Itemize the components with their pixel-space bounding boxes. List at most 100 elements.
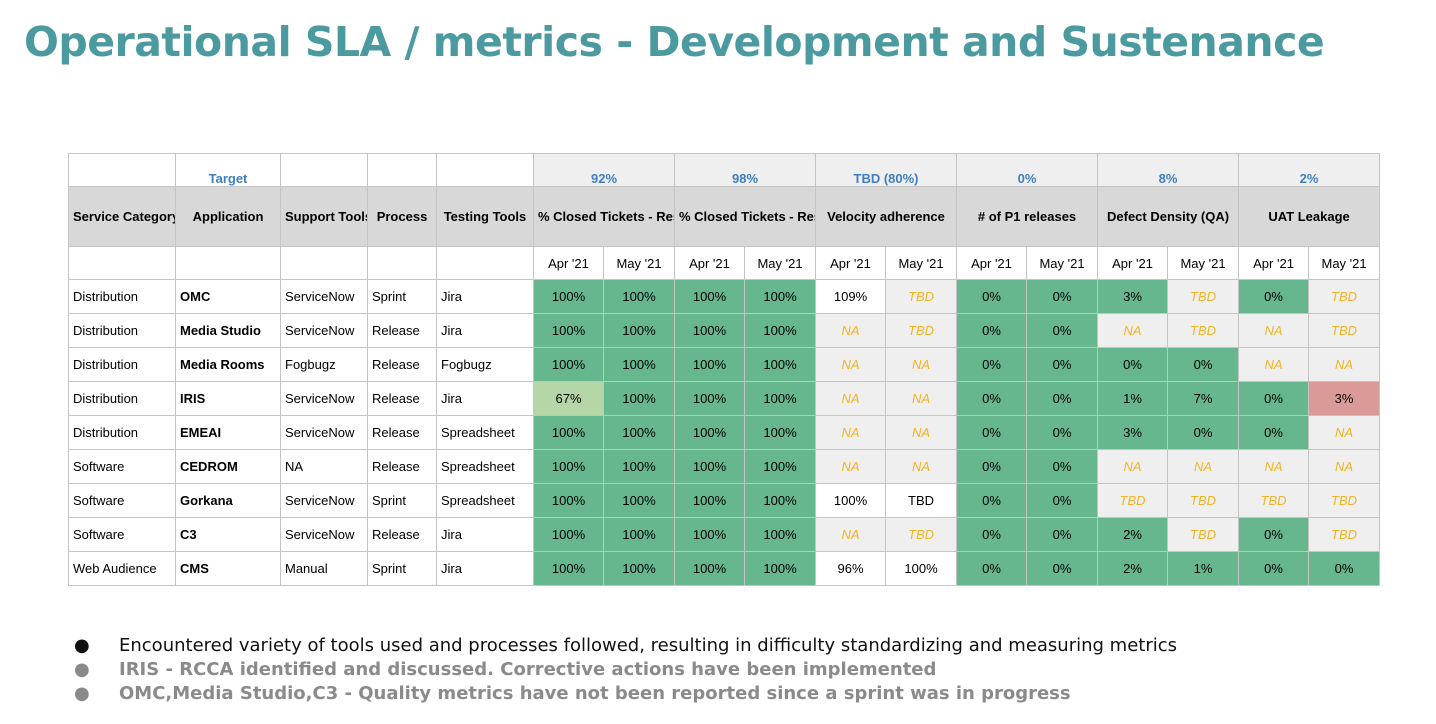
service-category-cell: Distribution [68,347,176,382]
target-label: Target [175,153,281,187]
metric-cell: 100% [674,347,745,382]
metric-cell: 100% [674,381,745,416]
table-row: Software CEDROM NA Release Spreadsheet 100% 10… [68,449,1381,484]
month-label: Apr '21 [815,246,886,280]
target-blank-cell [280,153,368,187]
metric-cell: TBD [884,313,958,348]
target-row: Target 92% 98% TBD (80%) 0% 8% 2% [68,153,1381,187]
metric-cell: NA [1308,449,1381,484]
testing-tools-cell: Spreadsheet [436,449,534,484]
metric-cell: NA [815,313,886,348]
header-application: Application [175,186,281,247]
note-text: OMC,Media Studio,C3 - Quality metrics ha… [119,683,1071,704]
metric-cell: NA [815,517,886,552]
notes-list: ● Encountered variety of tools used and p… [68,634,1177,706]
metric-cell: 1% [1097,381,1169,416]
metric-cell: 100% [744,347,816,382]
header-p1-releases: # of P1 releases [956,186,1099,247]
metric-cell: 0% [1238,415,1310,450]
metric-cell: 0% [1026,415,1099,450]
month-label: Apr '21 [533,246,604,280]
header-testing-tools: Testing Tools [436,186,534,247]
metric-cell: 0% [1026,483,1099,518]
service-category-cell: Software [68,517,176,552]
table-row: Distribution Media Studio ServiceNow Releas… [68,313,1381,348]
metric-cell: TBD [884,517,958,552]
testing-tools-cell: Jira [436,313,534,348]
metric-cell: TBD [884,279,958,314]
month-label: Apr '21 [674,246,745,280]
service-category-cell: Web Audience [68,551,176,586]
metric-cell: 100% [674,313,745,348]
metric-cell: NA [815,347,886,382]
sla-metrics-table: Target 92% 98% TBD (80%) 0% 8% 2% Servic… [68,153,1381,586]
metric-cell: NA [1238,449,1310,484]
note-text: Encountered variety of tools used and pr… [119,635,1178,656]
target-value: 8% [1097,153,1240,187]
month-label: May '21 [1167,246,1240,280]
service-category-cell: Software [68,449,176,484]
metric-cell: 0% [956,313,1028,348]
metric-cell: 0% [1097,347,1169,382]
bullet-icon: ● [74,683,90,704]
application-cell: EMEAI [175,415,281,450]
metric-cell: TBD [1167,279,1240,314]
metric-cell: TBD [1308,517,1381,552]
metric-cell: 0% [1026,551,1099,586]
header-uat-leakage: UAT Leakage [1238,186,1381,247]
metric-cell: 100% [603,279,675,314]
metric-cell: 3% [1097,279,1169,314]
table-row: Web Audience CMS Manual Sprint Jira 100% 100% 1… [68,551,1381,586]
metric-cell: 100% [674,279,745,314]
metric-cell: 0% [1167,415,1240,450]
metric-cell: 100% [533,449,604,484]
metric-cell: 0% [1026,313,1099,348]
month-label: Apr '21 [1097,246,1169,280]
application-cell: CEDROM [175,449,281,484]
note-item: ● OMC,Media Studio,C3 - Quality metrics h… [68,682,1177,706]
metric-cell: 0% [1026,381,1099,416]
table-row: Distribution Media Rooms Fogbugz Release Fog… [68,347,1381,382]
process-cell: Release [367,381,437,416]
metric-cell: TBD [1238,483,1310,518]
metric-cell: TBD [884,483,958,518]
application-cell: Media Rooms [175,347,281,382]
metric-cell: 100% [884,551,958,586]
metric-cell: 100% [603,551,675,586]
note-item: ● Encountered variety of tools used and p… [68,634,1177,658]
service-category-cell: Distribution [68,313,176,348]
testing-tools-cell: Jira [436,279,534,314]
metric-cell: 100% [533,415,604,450]
metric-cell: 3% [1308,381,1381,416]
month-blank-cell [280,246,368,280]
metric-cell: TBD [1167,313,1240,348]
application-cell: Gorkana [175,483,281,518]
metric-cell: 100% [674,483,745,518]
metric-cell: NA [815,415,886,450]
month-label: May '21 [884,246,958,280]
application-cell: Media Studio [175,313,281,348]
metric-cell: 0% [1026,449,1099,484]
process-cell: Sprint [367,279,437,314]
header-service-category: Service Category [68,186,176,247]
header-process: Process [367,186,437,247]
process-cell: Release [367,415,437,450]
metric-cell: 100% [815,483,886,518]
target-blank-cell [367,153,437,187]
metric-cell: TBD [1167,517,1240,552]
month-blank-cell [68,246,176,280]
header-row: Service Category Application Support Too… [68,186,1381,247]
testing-tools-cell: Spreadsheet [436,483,534,518]
metric-cell: 2% [1097,551,1169,586]
application-cell: CMS [175,551,281,586]
metric-cell: 100% [674,551,745,586]
metric-cell: 0% [956,381,1028,416]
service-category-cell: Distribution [68,381,176,416]
metric-cell: 96% [815,551,886,586]
process-cell: Sprint [367,483,437,518]
metric-cell: 100% [603,449,675,484]
metric-cell: 100% [603,381,675,416]
service-category-cell: Distribution [68,415,176,450]
table-row: Distribution IRIS ServiceNow Release Jira 67%… [68,381,1381,416]
metric-cell: 0% [1238,551,1310,586]
